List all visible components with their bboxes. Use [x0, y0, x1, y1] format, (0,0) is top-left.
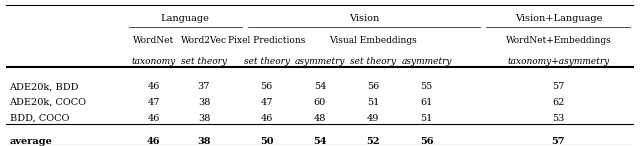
Text: 53: 53: [552, 114, 564, 123]
Text: ADE20k, BDD: ADE20k, BDD: [10, 82, 79, 91]
Text: Visual Embeddings: Visual Embeddings: [330, 36, 417, 45]
Text: 46: 46: [147, 137, 161, 146]
Text: 62: 62: [552, 98, 564, 107]
Text: 52: 52: [367, 137, 380, 146]
Text: average: average: [10, 137, 52, 146]
Text: asymmetry: asymmetry: [401, 57, 452, 66]
Text: WordNet+Embeddings: WordNet+Embeddings: [506, 36, 611, 45]
Text: Vision+Language: Vision+Language: [515, 14, 602, 23]
Text: 37: 37: [198, 82, 210, 91]
Text: 56: 56: [260, 82, 273, 91]
Text: 54: 54: [314, 82, 326, 91]
Text: set theory: set theory: [244, 57, 290, 66]
Text: Word2Vec: Word2Vec: [181, 36, 227, 45]
Text: 48: 48: [314, 114, 326, 123]
Text: 49: 49: [367, 114, 380, 123]
Text: 38: 38: [198, 114, 210, 123]
Text: 46: 46: [148, 114, 160, 123]
Text: Vision: Vision: [349, 14, 379, 23]
Text: taxonomy: taxonomy: [132, 57, 176, 66]
Text: 55: 55: [420, 82, 433, 91]
Text: WordNet: WordNet: [133, 36, 175, 45]
Text: taxonomy+asymmetry: taxonomy+asymmetry: [508, 57, 609, 66]
Text: asymmetry: asymmetry: [295, 57, 345, 66]
Text: 57: 57: [552, 82, 564, 91]
Text: 47: 47: [148, 98, 160, 107]
Text: 50: 50: [260, 137, 273, 146]
Text: 38: 38: [197, 137, 211, 146]
Text: 47: 47: [260, 98, 273, 107]
Text: 61: 61: [420, 98, 433, 107]
Text: 56: 56: [367, 82, 380, 91]
Text: 56: 56: [420, 137, 433, 146]
Text: 60: 60: [314, 98, 326, 107]
Text: 54: 54: [313, 137, 327, 146]
Text: 51: 51: [367, 98, 380, 107]
Text: 46: 46: [148, 82, 160, 91]
Text: 57: 57: [552, 137, 565, 146]
Text: Language: Language: [161, 14, 209, 23]
Text: BDD, COCO: BDD, COCO: [10, 114, 69, 123]
Text: Pixel Predictions: Pixel Predictions: [228, 36, 305, 45]
Text: 51: 51: [420, 114, 433, 123]
Text: set theory: set theory: [181, 57, 227, 66]
Text: 38: 38: [198, 98, 210, 107]
Text: ADE20k, COCO: ADE20k, COCO: [10, 98, 86, 107]
Text: 46: 46: [260, 114, 273, 123]
Text: set theory: set theory: [350, 57, 396, 66]
